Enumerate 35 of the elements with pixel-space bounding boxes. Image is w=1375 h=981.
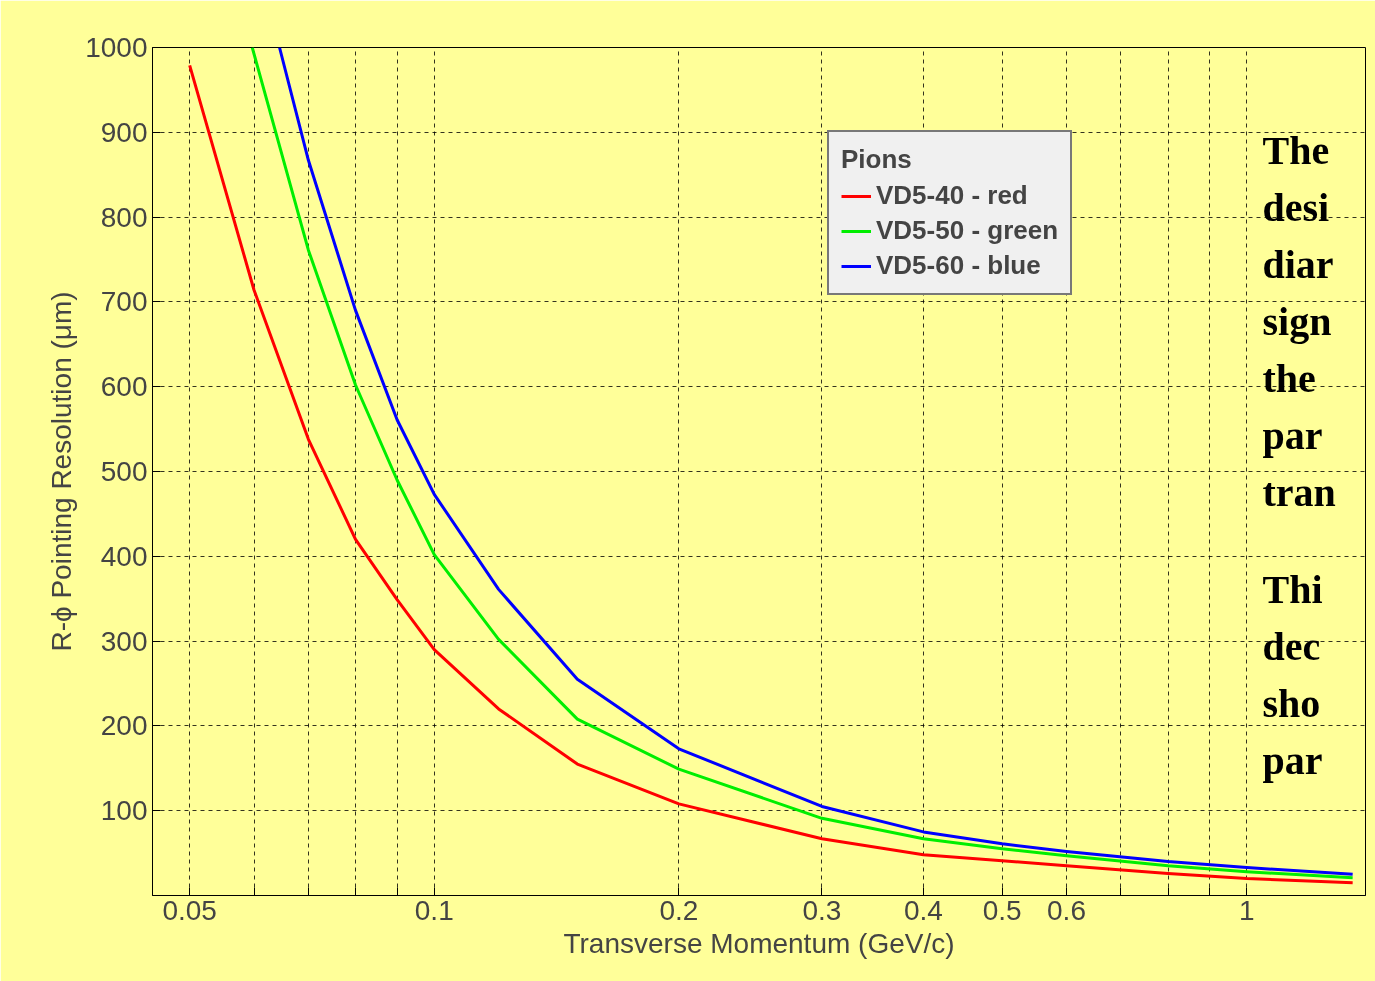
y-tick-label: 500 bbox=[100, 456, 148, 487]
y-tick-label: 900 bbox=[100, 116, 148, 148]
y-tick-label: 300 bbox=[100, 625, 148, 657]
annotation: Thi bbox=[1262, 567, 1323, 612]
y-tick-label: 700 bbox=[100, 286, 148, 318]
x-tick-label: 0.4 bbox=[903, 894, 943, 926]
y-tick-label: 800 bbox=[100, 201, 148, 233]
legend-label: VD5-40 - red bbox=[876, 180, 1028, 211]
annotation: the bbox=[1262, 356, 1316, 401]
annotation: sign bbox=[1262, 299, 1332, 344]
annotation: desi bbox=[1262, 185, 1330, 230]
annotation: diar bbox=[1262, 242, 1334, 287]
y-tick-label: 400 bbox=[100, 540, 148, 572]
x-tick-label: 0.6 bbox=[1047, 894, 1086, 926]
annotation: tran bbox=[1262, 470, 1336, 515]
x-tick-label: 0.2 bbox=[659, 894, 699, 926]
legend-label: VD5-50 - green bbox=[876, 215, 1059, 246]
x-tick-label: 0.5 bbox=[982, 894, 1022, 926]
y-tick-label: 600 bbox=[100, 371, 148, 403]
y-tick-label: 200 bbox=[100, 710, 148, 742]
x-tick-label: 0.3 bbox=[802, 894, 842, 926]
annotation: par bbox=[1262, 738, 1323, 783]
y-tick-label: 100 bbox=[100, 795, 148, 827]
annotation: dec bbox=[1262, 624, 1321, 669]
x-tick-label: 0.1 bbox=[414, 894, 454, 926]
y-axis-title: R-ϕ Pointing Resolution (μm) bbox=[46, 291, 78, 652]
legend-label: VD5-60 - blue bbox=[876, 250, 1041, 281]
x-tick-label: 1 bbox=[1238, 894, 1255, 926]
legend-title: Pions bbox=[841, 144, 913, 175]
x-axis-title: Transverse Momentum (GeV/c) bbox=[563, 927, 955, 959]
y-tick-label: 1000 bbox=[85, 32, 148, 63]
x-tick-label: 0.05 bbox=[162, 894, 217, 926]
annotation: The bbox=[1262, 128, 1330, 173]
annotation: par bbox=[1262, 413, 1323, 458]
annotation: sho bbox=[1262, 681, 1321, 726]
